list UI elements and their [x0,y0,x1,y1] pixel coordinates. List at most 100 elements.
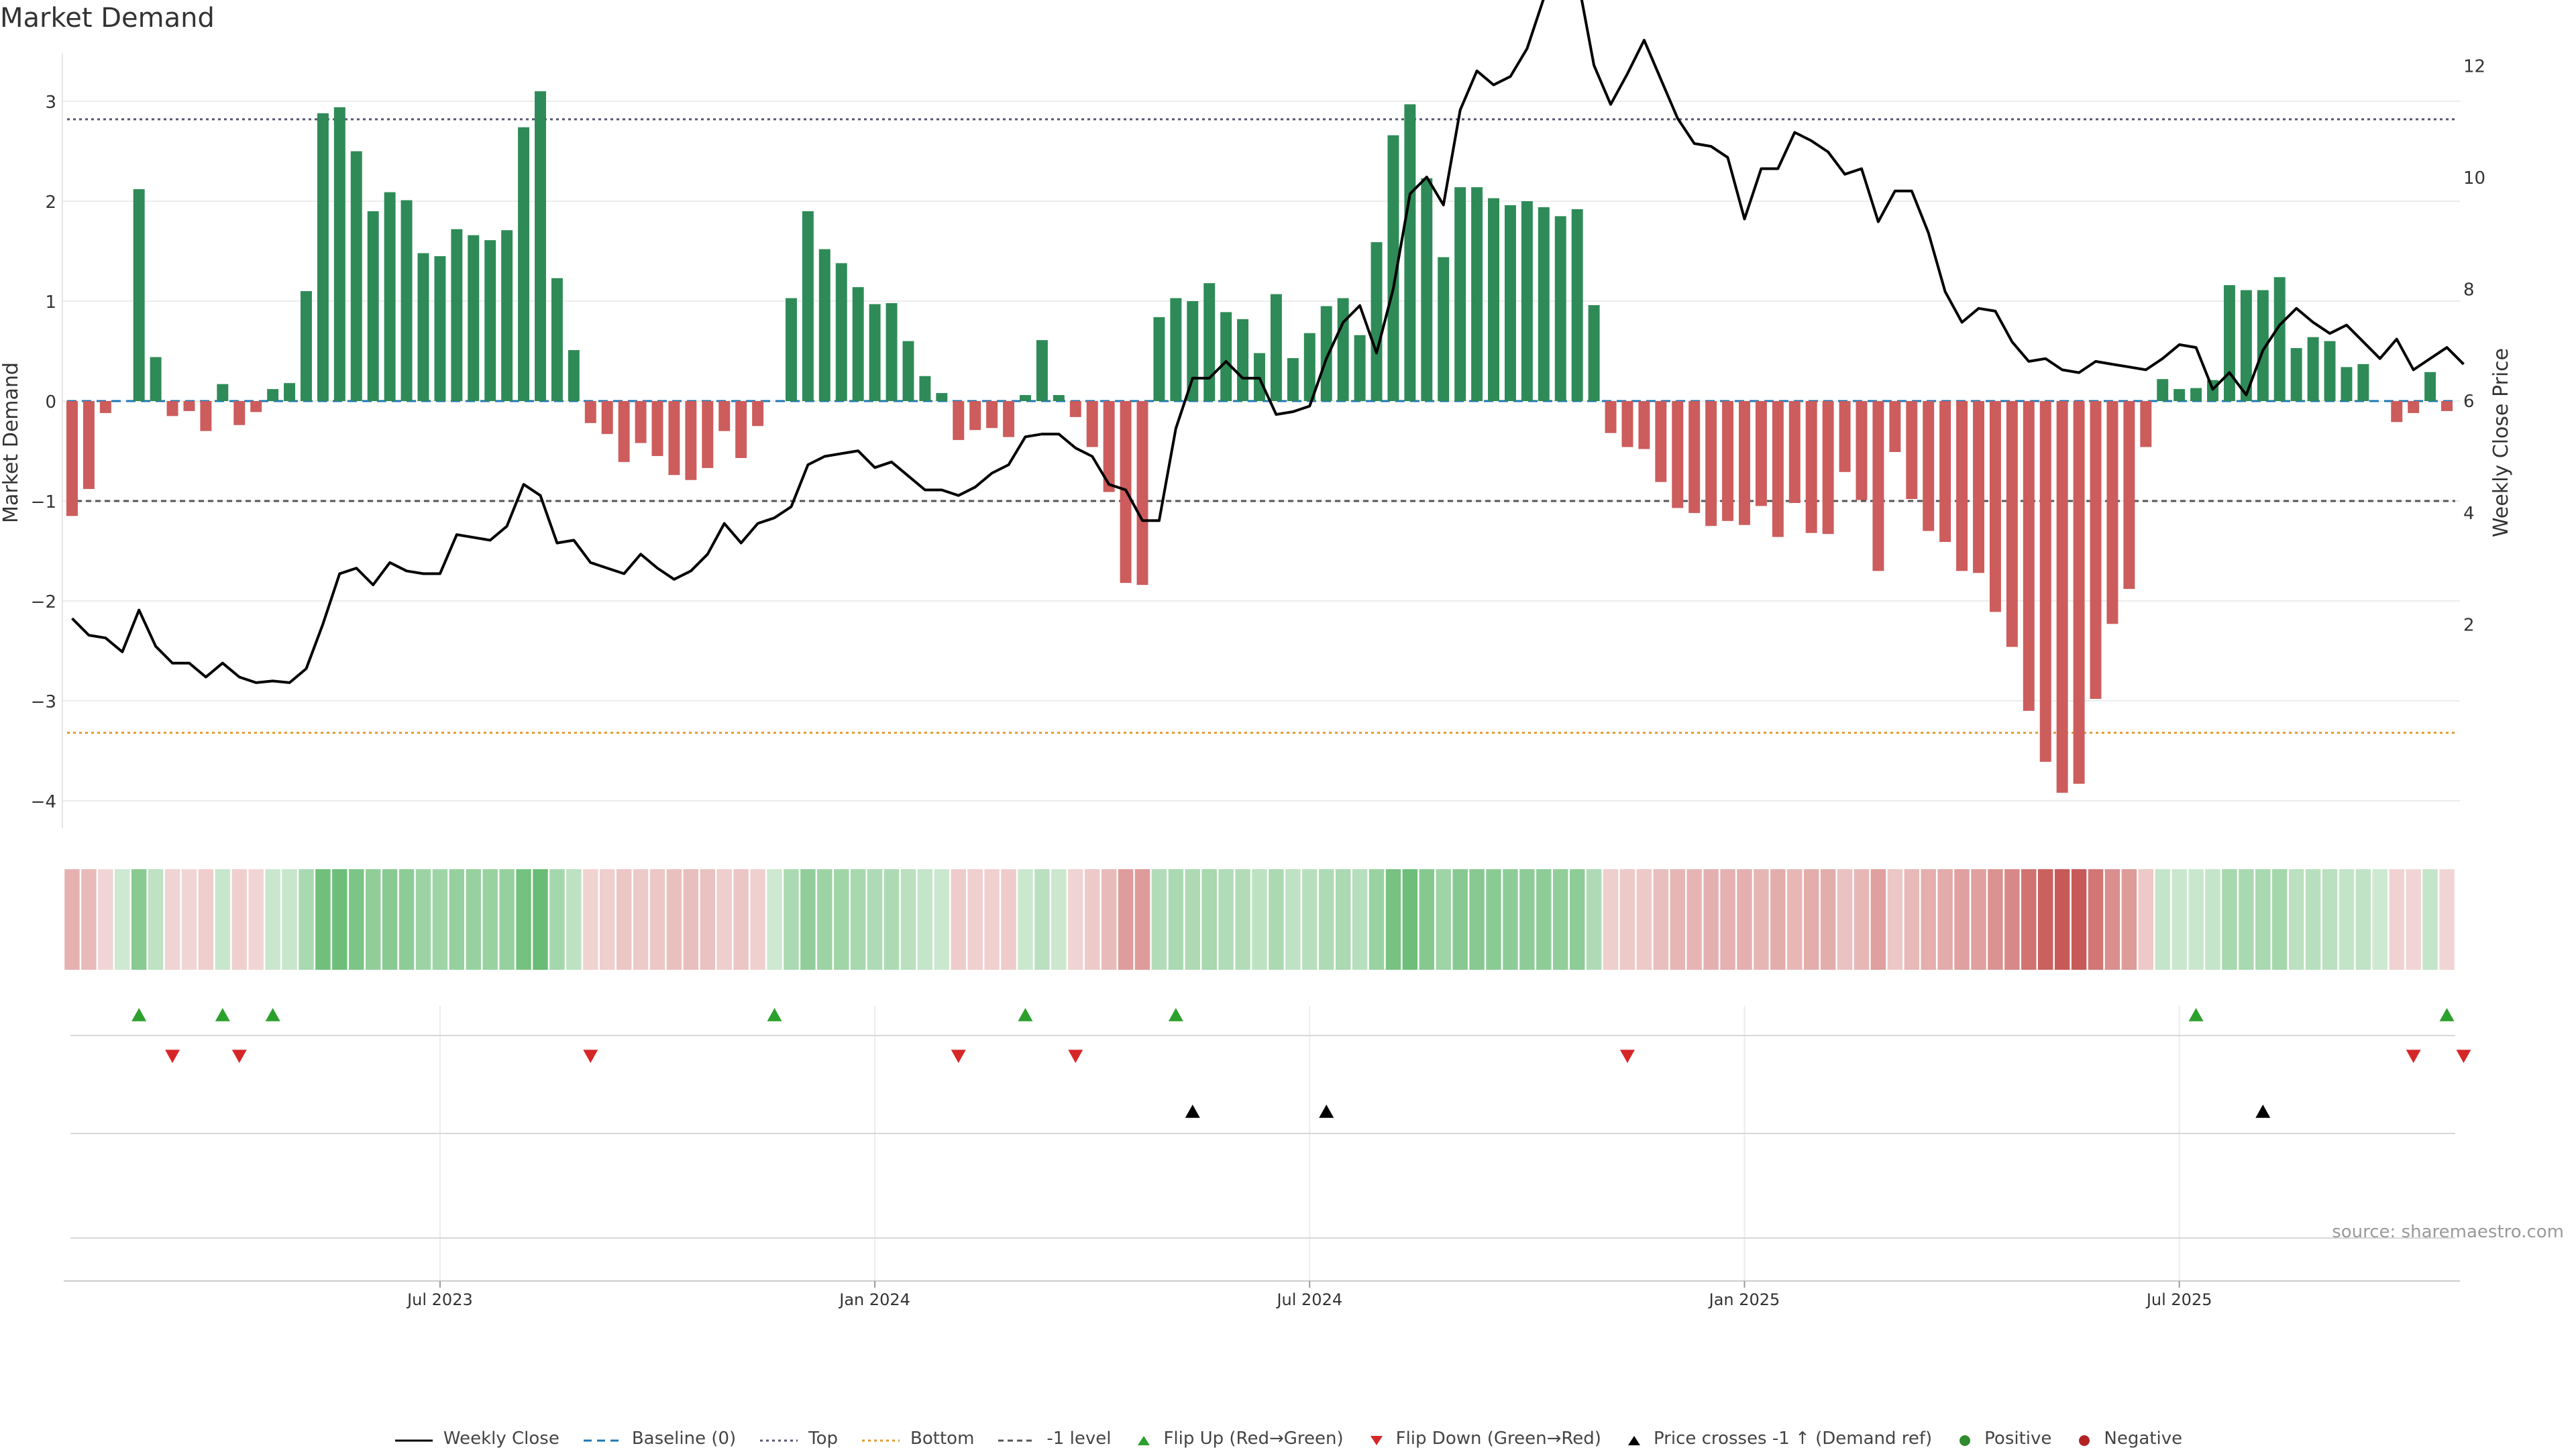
heat-cell [415,869,431,970]
heat-cell [2422,869,2438,970]
demand-bar-positive [2157,379,2169,401]
demand-bar-negative [1856,401,1868,500]
y-left-tick-label: 1 [45,292,56,313]
demand-bar-negative [2123,401,2135,590]
demand-bar-positive [301,291,312,401]
demand-heat-strip [64,869,2455,970]
heat-cell [2255,869,2271,970]
heat-cell [1218,869,1234,970]
demand-bar-positive [451,229,463,401]
demand-bar-positive [1053,395,1065,401]
legend-label: Flip Down (Green→Red) [1395,1429,1601,1449]
heat-cell [1034,869,1050,970]
demand-bar-negative [2090,401,2102,700]
heat-cell [81,869,97,970]
heat-cell [499,869,515,970]
flip-down-marker [951,1050,966,1063]
demand-bar-negative [1755,401,1767,506]
heat-cell [1670,869,1685,970]
y-left-tick-label: 0 [45,392,56,412]
demand-bar-negative [2006,401,2018,647]
demand-bar-negative [1788,401,1801,503]
heat-cell [2138,869,2154,970]
heat-cell [2239,869,2254,970]
demand-bar-positive [1153,317,1165,401]
demand-bar-positive [1504,205,1516,401]
legend-label: Negative [2104,1429,2183,1449]
heat-cell [516,869,531,970]
demand-bar-positive [417,253,429,401]
heat-cell [181,869,197,970]
flip-down-marker [165,1050,180,1063]
demand-bar-positive [267,389,279,401]
heat-cell [349,869,364,970]
heat-cell [1269,869,1284,970]
heat-cell [784,869,799,970]
legend-line-swatch [394,1432,434,1445]
x-tick-label: Jul 2024 [1275,1290,1342,1309]
demand-bar-negative [601,401,613,435]
x-axis-ticks: Jul 2023 Jan 2024 Jul 2024 Jan 2025 Jul 2025 [406,1281,2212,1309]
heat-cell [1737,869,1752,970]
chart-title: Market Demand [0,3,215,34]
demand-bar-negative [1103,401,1115,492]
heat-cell [1921,869,1936,970]
flip-down-marker [1619,1050,1635,1063]
demand-bar-negative [1003,401,1015,437]
demand-bar-positive [2324,341,2336,401]
legend-weekly-close: Weekly Close [394,1429,559,1449]
demand-bar-positive [2307,337,2319,401]
heat-cell [733,869,749,970]
demand-bar-negative [584,401,596,423]
heat-cell [1101,869,1117,970]
demand-bar-positive [1320,306,1332,401]
demand-bar-negative [969,401,981,431]
heat-cell [1937,869,1953,970]
heat-cell [2188,869,2204,970]
y-left-tick-label: −1 [31,492,56,512]
heat-cell [934,869,950,970]
heat-cell [1385,869,1401,970]
heat-cell [2004,869,2020,970]
demand-bar-negative [1086,401,1098,447]
demand-bar-negative [1688,401,1701,513]
demand-bar-positive [1488,198,1499,401]
heat-cell [365,869,381,970]
heat-cell [1419,869,1435,970]
heat-cell [1971,869,1986,970]
heat-cell [1335,869,1351,970]
demand-bar-negative [2056,401,2068,793]
demand-bar-positive [350,151,362,401]
heat-cell [1503,869,1518,970]
demand-bar-positive [1387,135,1399,401]
heat-cell [967,869,983,970]
flip-up-marker [2439,1008,2455,1021]
heat-cell [131,869,147,970]
demand-bar-positive [2190,388,2202,401]
demand-bar-negative [668,401,680,476]
demand-bar-negative [752,401,764,427]
heat-cell [951,869,966,970]
heat-cell [1285,869,1301,970]
heat-cell [1018,869,1033,970]
demand-bar-positive [1170,298,1182,401]
demand-bar-negative [1722,401,1734,521]
triangle-up-icon [1624,1432,1644,1445]
heat-cell [2372,869,2388,970]
heat-cell [2389,869,2404,970]
demand-bar-positive [1571,209,1583,401]
demand-bar-positive [2240,290,2252,401]
legend-label: Bottom [910,1429,975,1449]
y-left-tick-label: 2 [45,192,56,213]
triangle-down-icon [1366,1432,1387,1445]
demand-bar-positive [217,384,229,401]
heat-cell [649,869,665,970]
demand-bar-negative [99,401,111,413]
heat-cell [1586,869,1602,970]
legend-negative: Negative [2074,1429,2182,1449]
heat-cell [1084,869,1100,970]
legend-label: Price crosses -1 ↑ (Demand ref) [1653,1429,1933,1449]
heat-cell [767,869,782,970]
demand-bar-negative [685,401,697,480]
